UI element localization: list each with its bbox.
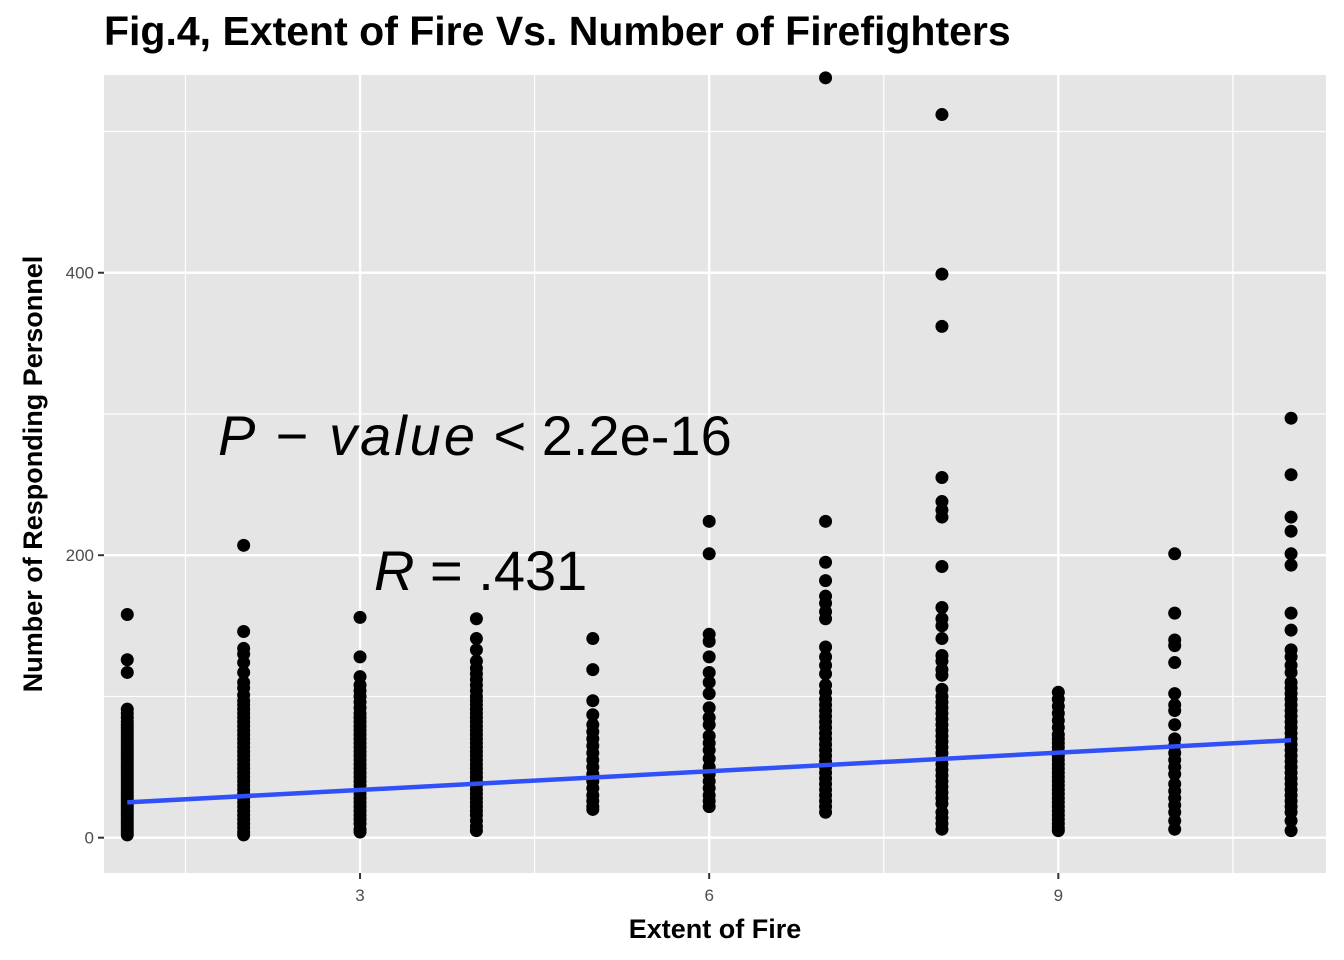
data-point bbox=[1168, 704, 1182, 718]
data-point bbox=[819, 514, 833, 528]
data-point bbox=[935, 560, 949, 574]
data-point bbox=[1051, 824, 1065, 838]
data-point bbox=[702, 718, 716, 732]
data-point bbox=[1284, 824, 1298, 838]
data-point bbox=[702, 650, 716, 664]
x-tick-label: 9 bbox=[1054, 886, 1063, 905]
y-axis-title: Number of Responding Personnel bbox=[18, 256, 48, 693]
chart-title: Fig.4, Extent of Fire Vs. Number of Fire… bbox=[104, 8, 1011, 54]
data-point bbox=[819, 612, 833, 626]
data-point bbox=[120, 828, 134, 842]
data-point bbox=[120, 608, 134, 622]
data-point bbox=[1284, 547, 1298, 561]
data-point bbox=[702, 800, 716, 814]
annotation-r: R = .431 bbox=[374, 539, 587, 602]
data-point bbox=[1284, 411, 1298, 425]
data-point bbox=[237, 828, 251, 842]
data-point bbox=[1284, 665, 1298, 679]
data-point bbox=[1168, 547, 1182, 561]
data-point bbox=[935, 471, 949, 485]
data-point bbox=[237, 656, 251, 670]
y-tick-label: 200 bbox=[66, 546, 94, 565]
data-point bbox=[469, 824, 483, 838]
grid-minor bbox=[104, 75, 1326, 873]
data-point bbox=[1284, 510, 1298, 524]
annotations: P − value < 2.2e-16 R = .431 bbox=[218, 404, 732, 602]
data-point bbox=[702, 687, 716, 701]
data-point bbox=[1168, 639, 1182, 653]
data-point bbox=[819, 71, 833, 85]
data-point bbox=[702, 547, 716, 561]
data-point bbox=[935, 668, 949, 682]
data-point bbox=[1284, 468, 1298, 482]
data-point bbox=[353, 650, 367, 664]
data-point bbox=[702, 665, 716, 679]
data-point bbox=[237, 538, 251, 552]
data-point bbox=[586, 663, 600, 677]
x-axis-title: Extent of Fire bbox=[629, 914, 802, 944]
data-point bbox=[935, 619, 949, 633]
data-point bbox=[935, 319, 949, 333]
data-point bbox=[819, 640, 833, 654]
data-point bbox=[1284, 524, 1298, 538]
data-point bbox=[469, 612, 483, 626]
data-point bbox=[469, 643, 483, 657]
data-point bbox=[1284, 623, 1298, 637]
data-point bbox=[935, 600, 949, 614]
data-point bbox=[353, 825, 367, 839]
data-point bbox=[1284, 814, 1298, 828]
plot-panel bbox=[104, 75, 1326, 873]
data-point bbox=[819, 805, 833, 819]
data-point bbox=[586, 694, 600, 708]
regression-line bbox=[127, 737, 1292, 805]
data-point bbox=[120, 665, 134, 679]
data-point bbox=[1168, 687, 1182, 701]
data-point bbox=[702, 634, 716, 648]
data-point bbox=[237, 665, 251, 679]
data-point bbox=[935, 510, 949, 524]
data-point bbox=[1168, 656, 1182, 670]
data-point bbox=[1168, 822, 1182, 836]
y-tick-label: 400 bbox=[66, 264, 94, 283]
data-point bbox=[1168, 606, 1182, 620]
data-point bbox=[702, 701, 716, 715]
data-point bbox=[120, 653, 134, 667]
data-point bbox=[935, 108, 949, 122]
data-point bbox=[469, 632, 483, 646]
data-point bbox=[586, 708, 600, 722]
data-point bbox=[935, 822, 949, 836]
annotation-pvalue: P − value < 2.2e-16 bbox=[218, 404, 732, 467]
data-point bbox=[935, 267, 949, 281]
data-point bbox=[586, 802, 600, 816]
data-point bbox=[1284, 558, 1298, 572]
data-point bbox=[237, 624, 251, 638]
data-point bbox=[935, 632, 949, 646]
data-point bbox=[819, 574, 833, 588]
data-point bbox=[702, 675, 716, 689]
data-point bbox=[702, 514, 716, 528]
data-point bbox=[353, 610, 367, 624]
x-tick-label: 6 bbox=[704, 886, 713, 905]
data-point bbox=[1284, 606, 1298, 620]
data-point bbox=[819, 555, 833, 569]
data-point bbox=[1168, 767, 1182, 781]
data-point bbox=[586, 632, 600, 646]
y-tick-label: 0 bbox=[85, 829, 94, 848]
data-point bbox=[1168, 718, 1182, 732]
x-tick-label: 3 bbox=[355, 886, 364, 905]
axis-ticks: 3 6 9 0 200 400 bbox=[66, 264, 1063, 905]
data-point bbox=[819, 667, 833, 681]
